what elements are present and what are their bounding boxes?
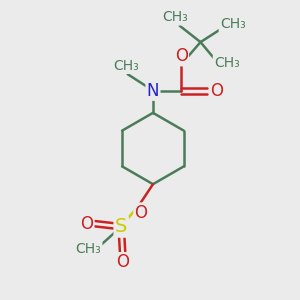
Text: O: O <box>175 47 188 65</box>
Text: O: O <box>80 215 93 233</box>
Text: CH₃: CH₃ <box>214 56 240 70</box>
Text: CH₃: CH₃ <box>220 17 245 31</box>
Text: O: O <box>135 204 148 222</box>
Text: CH₃: CH₃ <box>76 242 101 256</box>
Text: O: O <box>116 253 129 272</box>
Text: S: S <box>115 217 128 236</box>
Text: CH₃: CH₃ <box>113 59 139 73</box>
Text: N: N <box>147 82 159 100</box>
Text: O: O <box>210 82 224 100</box>
Text: CH₃: CH₃ <box>162 11 188 24</box>
